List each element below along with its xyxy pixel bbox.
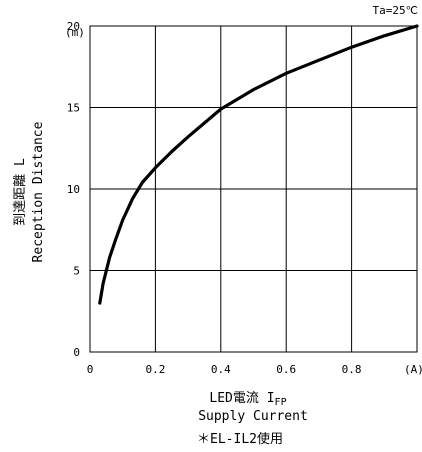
x-axis-unit: (A): [404, 363, 422, 376]
y-tick-label: 5: [73, 265, 80, 278]
plot-grid: [89, 25, 418, 353]
y-tick-label: 0: [73, 346, 80, 359]
x-axis-label-japanese: LED電流 IFP: [209, 391, 286, 408]
x-tick-label: 0.6: [276, 363, 296, 376]
y-tick-label: 20: [67, 20, 80, 33]
y-axis-label-japanese: 到達距離 L: [13, 158, 28, 226]
x-axis-label-english: Supply Current: [198, 409, 308, 424]
x-tick-label: 0.4: [211, 363, 231, 376]
temperature-annotation: Ta=25℃: [373, 4, 418, 17]
footnote: ＊EL-IL2使用: [197, 431, 283, 447]
x-tick-label: 0.2: [145, 363, 165, 376]
y-axis-unit: (m): [65, 26, 85, 39]
x-tick-label: 0.8: [342, 363, 362, 376]
series-line: [98, 24, 419, 305]
x-tick-label: 0: [87, 363, 94, 376]
x-axis-label-main: LED電流 I: [209, 391, 274, 406]
y-tick-label: 15: [67, 102, 80, 115]
x-axis-label-subscript: FP: [275, 397, 287, 408]
y-axis-label-english: Reception Distance: [31, 121, 46, 262]
y-tick-label: 10: [67, 183, 80, 196]
tick-labels: 0 0.2 0.4 0.6 0.8 0 5 10 15 20: [67, 20, 362, 376]
